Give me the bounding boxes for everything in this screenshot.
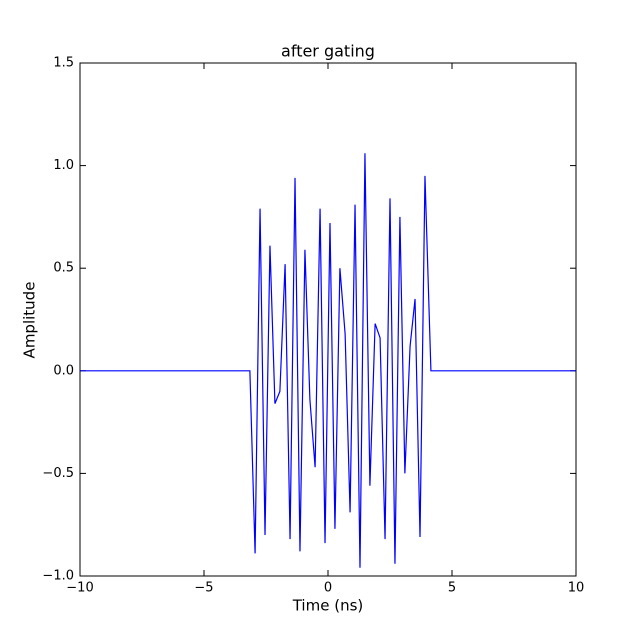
x-tick-label: −5	[194, 581, 213, 596]
x-tick-label: −10	[66, 581, 93, 596]
y-tick-label: 1.0	[53, 158, 74, 173]
chart-title: after gating	[281, 42, 375, 61]
x-tick-label: 10	[568, 581, 585, 596]
y-tick-label: 1.5	[53, 56, 74, 71]
y-tick-label: −1.0	[42, 569, 74, 584]
y-tick-label: −0.5	[42, 466, 74, 481]
x-tick-label: 5	[448, 581, 456, 596]
y-axis-label: Amplitude	[21, 282, 39, 359]
line-series	[80, 153, 576, 568]
x-axis-label: Time (ns)	[292, 597, 364, 615]
plot-frame	[79, 62, 577, 577]
y-tick-label: 0.0	[53, 363, 74, 378]
x-tick-label: 0	[324, 581, 332, 596]
y-tick-label: 0.5	[53, 261, 74, 276]
